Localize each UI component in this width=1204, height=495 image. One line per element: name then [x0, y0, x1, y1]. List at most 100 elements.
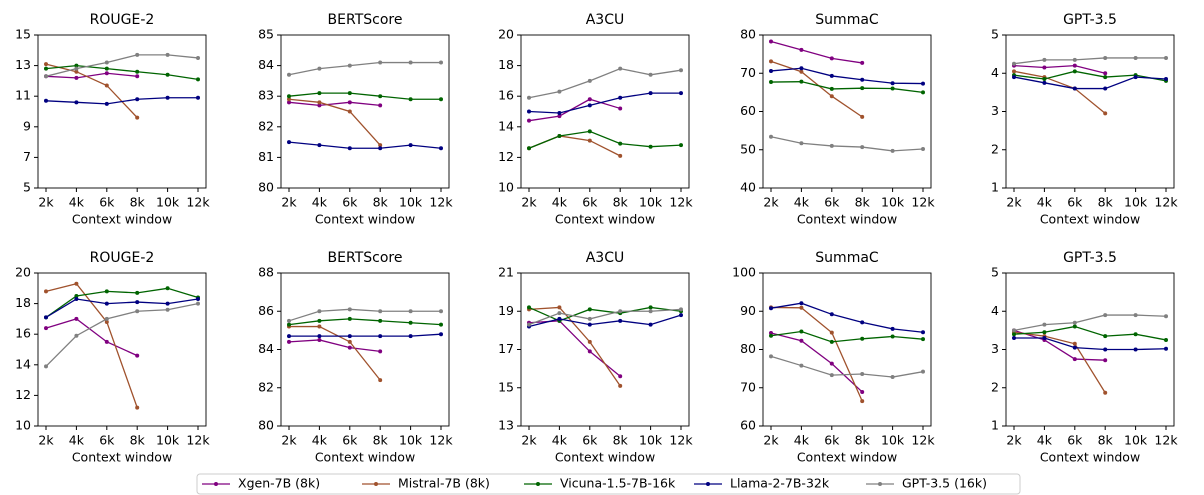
point [860, 389, 865, 394]
point [769, 333, 773, 338]
point [165, 286, 170, 291]
x-tick-label: 10k [399, 433, 423, 448]
point [347, 307, 352, 312]
point [527, 146, 531, 151]
point [557, 114, 562, 119]
y-tick-label: 70 [740, 379, 756, 394]
series-line [45, 63, 138, 119]
y-tick-label: 80 [740, 341, 756, 356]
point [408, 60, 413, 65]
point [1103, 55, 1108, 60]
x-tick-label: 12k [669, 433, 693, 448]
point [1012, 336, 1016, 341]
point [890, 326, 895, 331]
point [135, 69, 140, 74]
point [1072, 345, 1077, 350]
x-tick-label: 2k [281, 433, 297, 448]
legend-marker [706, 482, 710, 486]
point [135, 290, 140, 295]
point [1042, 330, 1047, 335]
y-tick-label: 40 [740, 180, 756, 195]
point [618, 309, 623, 314]
point [196, 297, 200, 302]
y-tick-label: 5 [23, 180, 31, 195]
x-tick-label: 10k [881, 195, 905, 210]
series-line [288, 318, 442, 326]
x-tick-label: 2k [281, 195, 297, 210]
x-tick-label: 4k [794, 433, 810, 448]
x-tick-label: 12k [186, 195, 210, 210]
point [587, 322, 592, 327]
point [799, 363, 804, 368]
point [921, 90, 925, 95]
point [74, 69, 79, 74]
chart-title: GPT-3.5 [1063, 250, 1117, 266]
point [1072, 320, 1077, 325]
point [439, 322, 443, 327]
x-axis-label: Context window [555, 450, 655, 465]
point [135, 115, 140, 120]
point [799, 47, 804, 52]
x-tick-label: 2k [1006, 433, 1022, 448]
point [648, 309, 653, 314]
point [378, 103, 383, 108]
legend-marker [374, 482, 378, 486]
series-line [1013, 70, 1167, 82]
chart-title: ROUGE-2 [90, 12, 155, 28]
point [287, 339, 291, 344]
point [1042, 57, 1047, 62]
series-line [528, 314, 682, 328]
point [1072, 341, 1077, 346]
point [587, 339, 592, 344]
point [587, 307, 592, 312]
point [829, 73, 834, 78]
point [921, 81, 925, 86]
point [165, 301, 170, 306]
x-tick-label: 10k [1124, 195, 1148, 210]
point [1042, 76, 1047, 81]
series-line [1013, 329, 1106, 361]
y-tick-label: 21 [498, 265, 514, 280]
series-line [770, 60, 863, 118]
point [378, 143, 383, 148]
y-tick-label: 13 [15, 57, 31, 72]
point [378, 318, 383, 323]
series-line [288, 92, 441, 100]
y-tick-label: 13 [498, 418, 514, 433]
y-tick-label: 88 [258, 265, 274, 280]
point [557, 305, 562, 310]
series-line [528, 98, 621, 122]
x-tick-label: 6k [342, 195, 358, 210]
y-tick-label: 16 [498, 88, 514, 103]
x-tick-label: 4k [312, 195, 328, 210]
point [527, 305, 531, 310]
x-tick-label: 6k [1067, 195, 1083, 210]
chart-title: BERTScore [328, 250, 403, 266]
point [135, 353, 140, 358]
series-line [1013, 70, 1106, 114]
chart-title: A3CU [586, 250, 625, 266]
x-tick-label: 6k [342, 433, 358, 448]
point [408, 309, 413, 314]
x-tick-label: 10k [881, 433, 905, 448]
point [439, 309, 443, 314]
point [439, 146, 443, 151]
x-axis-label: Context window [72, 450, 172, 465]
point [527, 95, 531, 100]
series-line [289, 325, 381, 381]
point [439, 60, 443, 65]
x-tick-label: 10k [639, 195, 663, 210]
point [347, 339, 352, 344]
legend-label: Vicuna-1.5-7B-16k [560, 476, 676, 491]
point [165, 95, 170, 100]
point [317, 103, 322, 108]
point [347, 345, 352, 350]
point [527, 109, 531, 114]
point [287, 140, 291, 145]
point [104, 60, 109, 65]
x-tick-label: 2k [38, 433, 54, 448]
y-tick-label: 19 [498, 303, 514, 318]
x-tick-label: 2k [521, 433, 537, 448]
point [557, 133, 562, 138]
